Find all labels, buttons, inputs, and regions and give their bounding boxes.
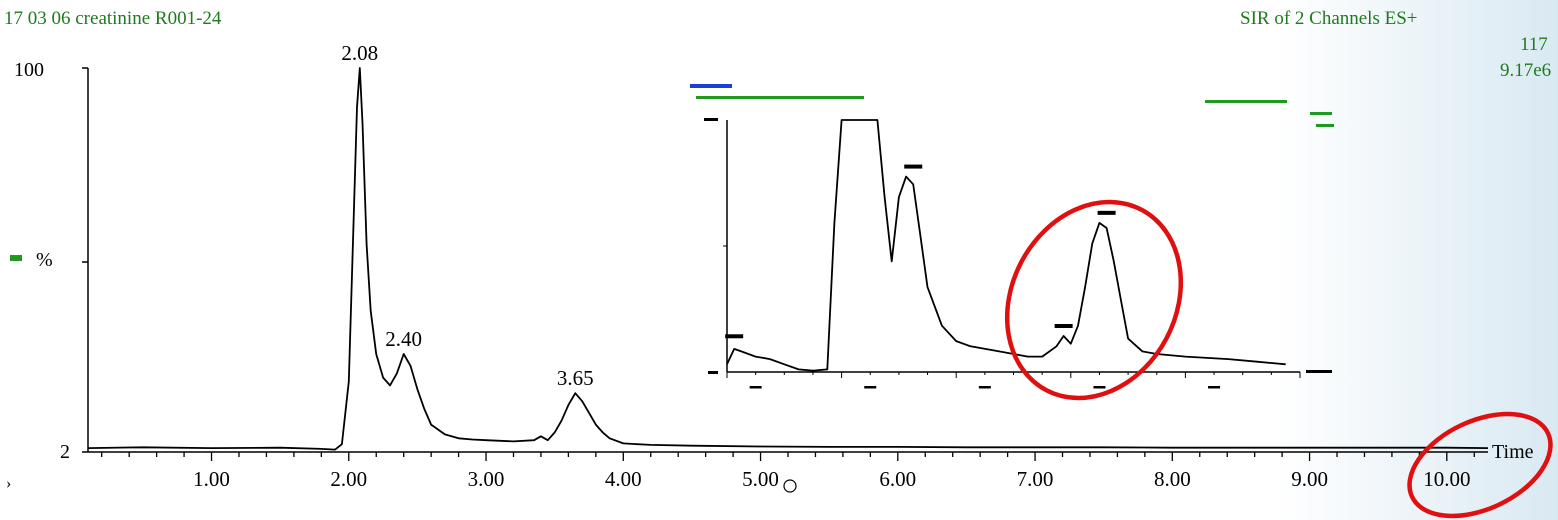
x-tick-label: 8.00 — [1154, 467, 1191, 491]
highlight-ellipse-time-10 — [1407, 411, 1553, 519]
inset-peak-label — [1097, 210, 1116, 215]
y-tick-label-2: 2 — [60, 441, 70, 463]
x-tick-label: 3.00 — [468, 467, 505, 491]
sample-id-label: 17 03 06 creatinine R001-24 — [4, 8, 222, 29]
highlight-ellipse-inset-peaks — [1004, 199, 1184, 401]
y-axis-marker — [10, 255, 22, 261]
y-tick-label-100: 100 — [14, 59, 44, 81]
inset-y-label-top — [704, 118, 718, 121]
y-axis-label: % — [36, 249, 53, 271]
x-tick-label: 9.00 — [1291, 467, 1328, 491]
inset-x-tick-label — [978, 386, 991, 389]
x-tick-label: 10.00 — [1423, 467, 1470, 491]
peak-label: 2.40 — [385, 327, 422, 351]
inset-header-green — [696, 96, 864, 99]
x-tick-label: 7.00 — [1017, 467, 1054, 491]
intensity-label: 9.17e6 — [1500, 60, 1551, 81]
x-tick-label: 4.00 — [605, 467, 642, 491]
x-axis-label: Time — [1492, 441, 1534, 463]
inset-x-tick-label — [1093, 386, 1106, 389]
inset-x-tick-label — [1208, 386, 1221, 389]
origin-marker — [783, 479, 797, 493]
inset-x-tick-label — [864, 386, 877, 389]
inset-x-end-mark — [1306, 370, 1332, 373]
series-line — [87, 67, 1489, 451]
main-chart: 100 2 % Time › 1.00 2.00 3.00 4.00 5.00 6.00 7… — [6, 41, 1534, 493]
inset-header-right — [1205, 100, 1287, 103]
peak-label: 3.65 — [557, 366, 594, 390]
channel-label: 117 — [1520, 34, 1548, 55]
corner-mark: › — [6, 475, 11, 492]
inset-peak-label — [725, 334, 744, 339]
inset-header-right-3 — [1316, 124, 1334, 127]
inset-x-tick-label — [749, 386, 762, 389]
inset-header-blue — [690, 84, 732, 88]
inset-peak-label — [904, 164, 923, 169]
x-tick-label: 5.00 — [742, 467, 779, 491]
inset-header-right-2 — [1310, 112, 1332, 115]
inset-peak-label — [1054, 324, 1073, 328]
x-tick-label: 1.00 — [193, 467, 230, 491]
x-tick-label: 6.00 — [879, 467, 916, 491]
inset-y-label-bottom — [708, 371, 718, 374]
method-label: SIR of 2 Channels ES+ — [1240, 8, 1418, 29]
inset-chart — [690, 84, 1334, 389]
peak-label: 2.08 — [341, 41, 378, 65]
inset-series-line — [726, 119, 1286, 372]
x-tick-label: 2.00 — [330, 467, 367, 491]
